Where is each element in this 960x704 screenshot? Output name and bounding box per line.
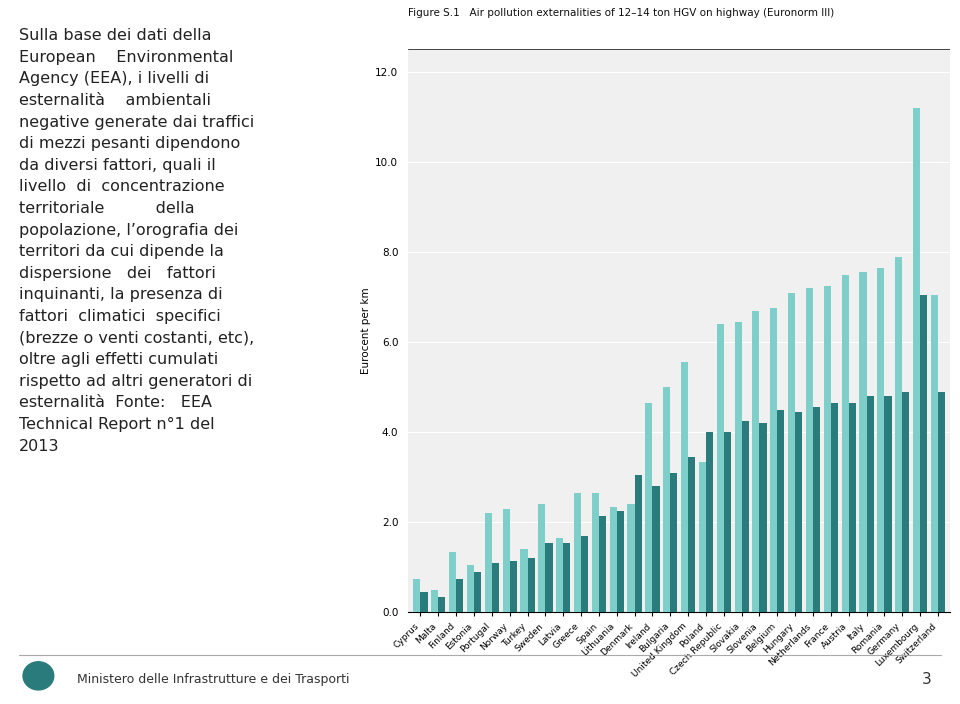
Bar	[770, 308, 778, 612]
Bar	[877, 268, 884, 612]
Bar	[449, 552, 456, 612]
Bar	[759, 423, 767, 612]
Bar	[663, 387, 670, 612]
Bar	[867, 396, 874, 612]
Bar	[717, 324, 724, 612]
Bar	[599, 515, 606, 612]
Bar	[485, 513, 492, 612]
Bar	[842, 275, 849, 612]
Bar	[539, 504, 545, 612]
Bar	[788, 293, 795, 612]
Bar	[528, 558, 535, 612]
Text: 3: 3	[922, 672, 931, 687]
Bar	[474, 572, 481, 612]
Bar	[724, 432, 731, 612]
Bar	[681, 363, 688, 612]
Text: Ministero delle Infrastrutture e dei Trasporti: Ministero delle Infrastrutture e dei Tra…	[77, 673, 349, 686]
Bar	[645, 403, 653, 612]
Bar	[628, 504, 635, 612]
Bar	[610, 507, 616, 612]
Bar	[414, 579, 420, 612]
Bar	[805, 288, 813, 612]
Bar	[420, 592, 427, 612]
Bar	[920, 295, 927, 612]
Bar	[931, 295, 938, 612]
Bar	[581, 536, 588, 612]
Bar	[564, 543, 570, 612]
Bar	[520, 549, 528, 612]
Bar	[778, 410, 784, 612]
Bar	[492, 563, 499, 612]
Bar	[795, 412, 803, 612]
Bar	[699, 462, 706, 612]
Bar	[431, 590, 439, 612]
Bar	[653, 486, 660, 612]
Circle shape	[23, 662, 54, 690]
Bar	[439, 597, 445, 612]
Bar	[670, 473, 678, 612]
Bar	[830, 403, 838, 612]
Bar	[591, 493, 599, 612]
Bar	[545, 543, 553, 612]
Bar	[902, 391, 909, 612]
Bar	[616, 511, 624, 612]
Text: Figure S.1   Air pollution externalities of 12–14 ton HGV on highway (Euronorm I: Figure S.1 Air pollution externalities o…	[408, 8, 834, 18]
Bar	[938, 391, 945, 612]
Bar	[706, 432, 713, 612]
Bar	[913, 108, 920, 612]
Bar	[849, 403, 855, 612]
Bar	[742, 421, 749, 612]
Text: Sulla base dei dati della
European    Environmental
Agency (EEA), i livelli di
e: Sulla base dei dati della European Envir…	[19, 28, 254, 453]
Bar	[688, 457, 695, 612]
Bar	[510, 560, 516, 612]
Bar	[456, 579, 464, 612]
Bar	[556, 538, 564, 612]
Bar	[884, 396, 892, 612]
Bar	[895, 256, 902, 612]
Bar	[824, 286, 830, 612]
Bar	[813, 408, 820, 612]
Bar	[574, 493, 581, 612]
Bar	[753, 310, 759, 612]
Y-axis label: Eurocent per km: Eurocent per km	[361, 287, 371, 375]
Bar	[503, 509, 510, 612]
Bar	[467, 565, 474, 612]
Bar	[859, 272, 867, 612]
Bar	[635, 475, 641, 612]
Bar	[734, 322, 742, 612]
